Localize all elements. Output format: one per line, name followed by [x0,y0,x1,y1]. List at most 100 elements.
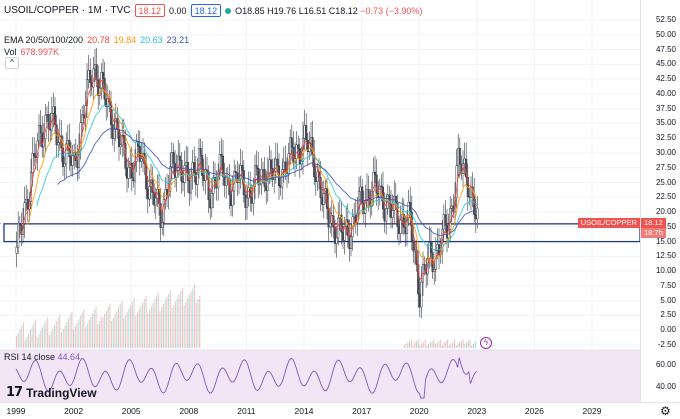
candle-down [458,148,461,165]
volume-bar [424,339,426,348]
volume-bar [88,320,90,348]
price-tick-label: 27.50 [655,162,676,172]
price-tick-label: 10.00 [655,266,676,276]
candle-down [221,155,225,177]
volume-bar [428,343,430,348]
candle-up [343,226,346,241]
symbol-title[interactable]: USOIL/COPPER · 1M · TVC [4,5,131,16]
candle-down [241,164,244,171]
candle-up [37,125,41,142]
symbol-price-tag: USOIL/COPPER [577,218,640,229]
volume-bar [33,323,35,348]
candle-up [231,190,234,206]
price-tick-label: 45.00 [655,59,676,69]
ohlc-change: −0.73 (−3.90%) [360,5,423,16]
time-tick-label: 2020 [409,406,429,416]
volume-bar [62,328,64,348]
candle-up [23,202,26,224]
volume-bar [126,311,128,348]
volume-bar [455,345,457,348]
collapse-legend-button[interactable]: ^ [5,57,19,69]
candle-down [340,214,343,233]
price-scale[interactable]: 52.50 50.00 47.50 45.00 42.50 40.00 37.50 35.00… [640,0,680,402]
volume-bar [457,343,459,348]
candle-up [253,165,257,187]
volume-bar [69,315,71,348]
candle-up [385,208,388,222]
volume-bar [36,337,38,348]
volume-bar [409,340,411,348]
volume-bar [152,303,154,348]
volume-legend[interactable]: Vol 678.997K [4,47,59,57]
candle-down [199,148,202,156]
ema-20-line [20,75,478,280]
time-tick-label: 2017 [352,406,372,416]
volume-bar [429,342,431,348]
candle-up [81,114,84,124]
volume-bar [415,340,418,348]
rsi-pane-bg [0,350,640,402]
volume-bar [164,300,166,348]
price-tick-label: 20.00 [655,207,676,217]
volume-bar [90,316,92,348]
candle-up [15,246,18,254]
volume-bar [98,320,101,348]
volume-bar [78,319,80,348]
volume-bar [135,315,137,348]
volume-bar [159,310,161,348]
candle-down [305,125,308,141]
price-tick-label: 37.50 [655,103,676,113]
candle-up [378,185,381,198]
volume-bar [133,298,135,348]
volume-bar [447,339,449,348]
volume-bar [474,340,476,348]
volume-bar [162,303,164,348]
candle-down [290,137,293,148]
volume-bar [116,311,118,348]
candle-down [236,172,239,183]
ema-legend[interactable]: EMA 20/50/100/200 20.78 19.84 20.63 23.2… [4,35,189,45]
buy-price-box[interactable]: 18.12 [190,4,222,17]
candle-up [349,236,353,249]
candle-up [135,141,138,162]
candle-up [239,164,242,180]
events-bolt-icon[interactable]: ϟ [480,337,492,349]
time-tick-label: 2026 [524,406,544,416]
price-chart-svg[interactable] [0,0,640,402]
tradingview-logo[interactable]: 17 TradingView [6,385,97,400]
vol-value: 678.997K [20,47,60,57]
candle-up [225,176,228,186]
volume-bar [157,293,159,348]
settings-gear-icon[interactable]: ⚙ [660,404,671,418]
candle-down [375,174,378,194]
time-scale[interactable]: ⚙ 1999 2002 2005 2008 2011 2014 2017 2020 2023 20… [0,402,680,419]
logo-text: TradingView [26,385,97,400]
volume-bar [459,342,461,348]
volume-bar [117,307,120,348]
candle-up [476,207,479,220]
candle-down [220,154,223,157]
price-tick-label: 42.50 [655,74,676,84]
price-tick-label: 52.50 [655,15,676,24]
volume-bar [405,343,407,348]
volume-bar [143,299,145,348]
candle-down [159,203,162,228]
chart-pane[interactable]: USOIL/COPPER · 1M · TVC 18.12 0.00 18.12… [0,0,640,402]
bar-countdown-tag: 18:7h [641,228,666,239]
volume-bar [52,328,54,348]
candle-down [367,189,370,199]
candle-down [346,219,349,236]
ema-20-value: 20.78 [87,35,110,45]
volume-bar [79,316,82,348]
volume-bar [149,309,151,348]
volume-bar [178,294,180,348]
volume-bar [403,345,405,348]
time-tick-label: 2011 [237,406,256,416]
volume-bar [43,323,45,348]
volume-bar [441,345,443,348]
rsi-legend[interactable]: RSI 14 close 44.64 [4,352,80,362]
price-tick-label: 17.50 [655,221,676,231]
sell-price-box[interactable]: 18.12 [134,4,166,17]
ema-50-line [26,88,478,262]
time-tick-label: 1999 [6,406,26,416]
